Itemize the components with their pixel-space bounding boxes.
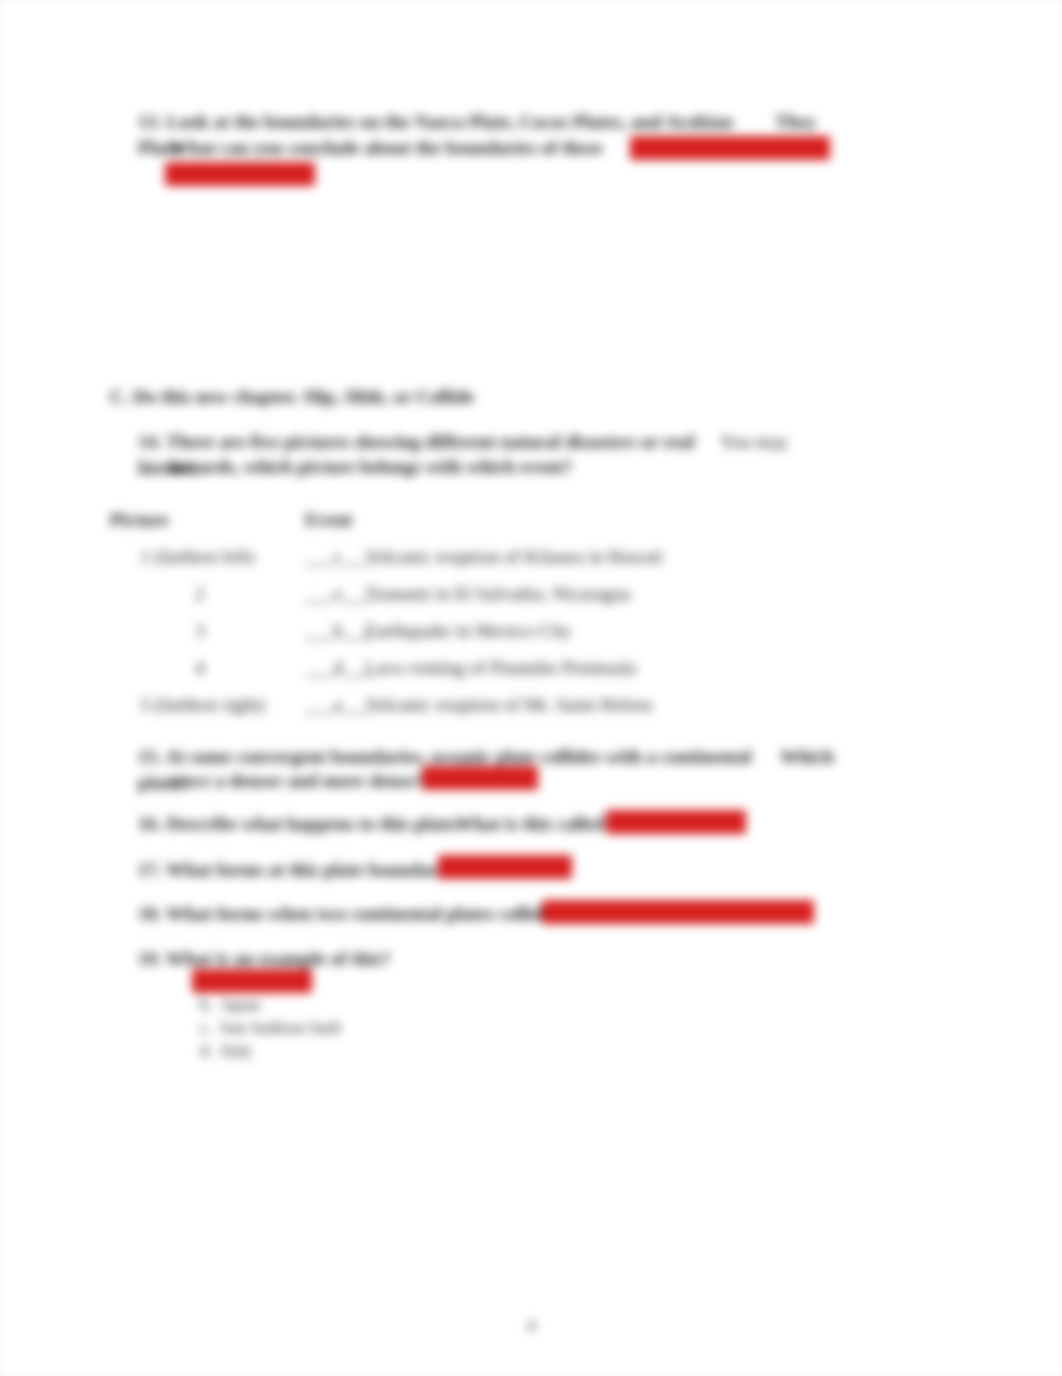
- row2-left: 2: [195, 582, 205, 608]
- row5-left: 5 (farthest right): [140, 693, 265, 719]
- q17-number: 17.: [138, 860, 162, 881]
- row5-event: Volcanic eruption of Mt. Saint Helens: [365, 693, 653, 719]
- q16-mid: What is this called?: [455, 812, 614, 838]
- q19-number: 19.: [138, 949, 162, 970]
- q18: 18. What forms when two continental plat…: [138, 902, 561, 928]
- q19-list-2: c. San Andreas fault: [200, 1018, 341, 1038]
- row4-letter: ___d___: [305, 656, 372, 682]
- page-number: 4: [0, 1316, 1062, 1336]
- q17-text: What forms at this plate boundary?: [166, 860, 457, 881]
- q13-number: 13.: [138, 112, 162, 133]
- q19-list-3: d. Italy: [200, 1041, 252, 1061]
- q13-right-label: They: [775, 110, 816, 136]
- row4-left: 4: [195, 656, 205, 682]
- q15-number: 15.: [138, 747, 162, 768]
- q16: 16. Describe what happens to this plate.: [138, 812, 459, 838]
- row1-event: Volcanic eruption of Kilauea in Hawaii: [365, 545, 663, 571]
- section-number: C.: [110, 387, 128, 408]
- document-page: 13. Look at the boundaries on the Nazca …: [0, 0, 1062, 1376]
- q18-text: What forms when two continental plates c…: [166, 904, 561, 925]
- q15-answer-hl: [422, 766, 538, 790]
- q15-text-b: since a denser and more dense?: [170, 769, 424, 795]
- q15-right-label: Which: [780, 745, 834, 771]
- row3-letter: ___b___: [305, 619, 372, 645]
- row3-event: Earthquake in Mexico City: [365, 619, 571, 645]
- table-header-event: Event: [305, 508, 353, 534]
- q19-text: What is an example of this?: [166, 949, 390, 970]
- q14-right-label: You may: [720, 430, 788, 456]
- row5-letter: ___a___: [305, 693, 370, 719]
- q18-answer-hl: [542, 900, 814, 924]
- row2-event: Tsunami in El Salvador, Nicaragua: [365, 582, 630, 608]
- row4-event: Lava venting of Pinatubo Peninsula: [365, 656, 636, 682]
- q19-list-1: b. Japan: [200, 995, 260, 1015]
- row1-letter: ___c___: [305, 545, 370, 571]
- section-title: C. Do this new chapter. Slip, Slide, or …: [110, 385, 474, 411]
- q16-number: 16.: [138, 814, 162, 835]
- row1-left: 1 (farthest left): [140, 545, 254, 571]
- section-title-text: Do this new chapter. Slip, Slide, or Col…: [133, 387, 474, 408]
- q19-answer-hl: [192, 969, 312, 993]
- row3-left: 3: [195, 619, 205, 645]
- q14-text-b: hazards, which picture belongs with whic…: [170, 455, 572, 481]
- row2-letter: ___e___: [305, 582, 370, 608]
- q16-answer-hl: [606, 810, 746, 834]
- table-header-picture: Picture: [110, 508, 169, 534]
- q16-text: Describe what happens to this plate.: [167, 814, 459, 835]
- q18-number: 18.: [138, 904, 162, 925]
- q17: 17. What forms at this plate boundary?: [138, 858, 457, 884]
- q13-answer-hl-b: [165, 162, 315, 186]
- q17-answer-hl: [438, 855, 572, 879]
- q13-answer-hl-a: [630, 136, 830, 160]
- q14-number: 14.: [138, 432, 162, 453]
